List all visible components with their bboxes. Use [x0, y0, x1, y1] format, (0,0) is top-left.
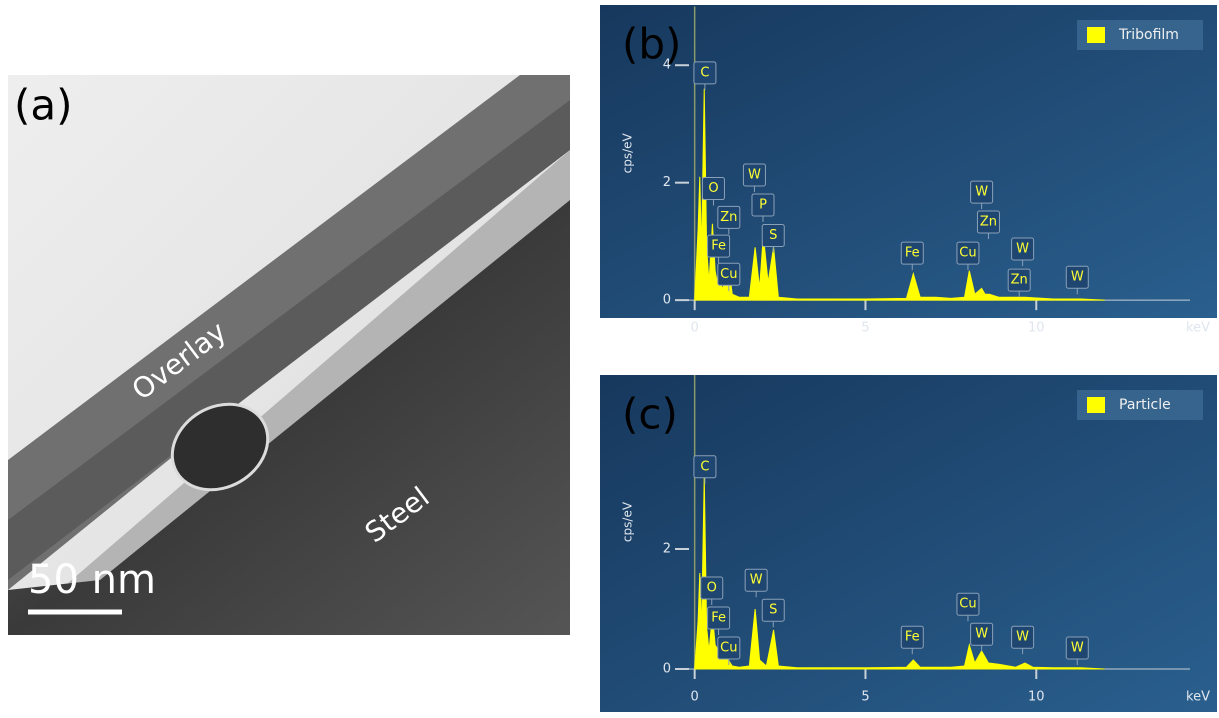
peak-label: W — [975, 627, 988, 642]
peak-label: O — [708, 181, 718, 196]
peak-label: Fe — [711, 611, 726, 626]
annotation-box — [976, 210, 1000, 234]
annotation-box — [1011, 237, 1035, 261]
x-tick-label: 5 — [861, 321, 869, 336]
annotation-box — [970, 180, 994, 204]
annotation-box — [761, 224, 785, 248]
annotation-box — [717, 636, 741, 660]
peak-label: Cu — [720, 641, 737, 656]
spectrum — [694, 476, 1105, 670]
annotation-box — [1065, 265, 1089, 289]
annotation-box — [900, 625, 924, 649]
peak-label: Cu — [959, 597, 976, 612]
annotation-box — [742, 163, 766, 187]
peak-label: W — [748, 168, 761, 183]
panel-label: (c) — [622, 390, 678, 439]
annotation-box — [717, 262, 741, 286]
x-tick-label: 0 — [691, 690, 699, 705]
panel-label: (b) — [622, 20, 681, 69]
annotation-box — [900, 241, 924, 265]
annotation-box — [693, 455, 717, 479]
x-tick-label: 0 — [691, 321, 699, 336]
x-tick-label: 10 — [1028, 321, 1045, 336]
peak-label: Cu — [959, 246, 976, 261]
x-tick-label: 10 — [1028, 690, 1045, 705]
legend-label: Particle — [1119, 397, 1171, 413]
peak-label: W — [1071, 270, 1084, 285]
peak-label: Zn — [1011, 273, 1028, 288]
scale-bar-label: 50 nm — [28, 557, 156, 603]
annotation-box — [1011, 625, 1035, 649]
peak-label: Fe — [711, 239, 726, 254]
y-tick-label: 0 — [663, 293, 671, 308]
peak-label: W — [750, 573, 763, 588]
annotation-box — [970, 622, 994, 646]
annotation-box — [700, 576, 724, 600]
annotation-box — [761, 598, 785, 622]
y-tick-label: 4 — [663, 58, 671, 73]
annotation-box — [751, 193, 775, 217]
annotation-box — [956, 241, 980, 265]
annotation-box — [701, 177, 725, 201]
legend-label: Tribofilm — [1118, 27, 1179, 43]
annotation-box — [707, 234, 731, 258]
y-tick-label: 0 — [663, 662, 671, 677]
peak-label: C — [700, 65, 709, 80]
annotation-box — [717, 205, 741, 229]
peak-label: S — [769, 228, 777, 243]
peak-label: Zn — [720, 210, 737, 225]
plot-background — [600, 375, 1217, 712]
peak-label: W — [1071, 641, 1084, 656]
annotation-box — [1007, 268, 1031, 292]
peak-label: O — [707, 581, 717, 596]
peak-label: Cu — [720, 267, 737, 282]
panel-label: (a) — [14, 81, 73, 130]
y-axis-label: cps/eV — [621, 501, 635, 542]
x-axis-label: keV — [1186, 690, 1210, 705]
y-tick-label: 2 — [663, 175, 671, 190]
x-axis-label: keV — [1186, 321, 1210, 336]
annotation-box — [693, 61, 717, 85]
peak-label: W — [1016, 242, 1029, 257]
peak-label: W — [975, 185, 988, 200]
y-axis-label: cps/eV — [621, 132, 635, 173]
y-tick-label: 2 — [663, 542, 671, 557]
peak-label: Fe — [905, 246, 920, 261]
annotation-box — [744, 568, 768, 592]
peak-label: S — [769, 603, 777, 618]
peak-label: W — [1016, 630, 1029, 645]
x-tick-label: 5 — [861, 690, 869, 705]
tem-image — [8, 75, 570, 635]
spectrum — [694, 88, 1105, 301]
plot-background — [600, 5, 1217, 318]
peak-label: C — [700, 459, 709, 474]
annotation-box — [1065, 636, 1089, 660]
peak-label: P — [759, 197, 767, 212]
peak-label: Fe — [905, 630, 920, 645]
peak-label: Zn — [980, 215, 997, 230]
annotation-box — [956, 592, 980, 616]
annotation-box — [707, 606, 731, 630]
legend-swatch — [1087, 397, 1105, 413]
legend-swatch — [1087, 27, 1105, 43]
